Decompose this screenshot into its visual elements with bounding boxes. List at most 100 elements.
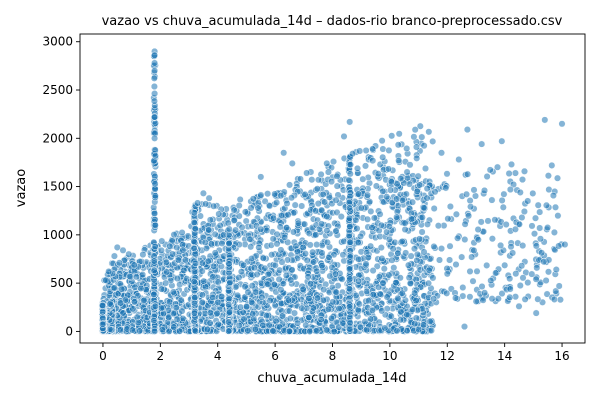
data-point — [552, 287, 560, 295]
data-point — [397, 174, 405, 183]
data-point — [390, 264, 398, 272]
data-point — [214, 320, 222, 328]
data-point — [119, 246, 127, 254]
data-point — [533, 264, 541, 272]
data-point — [515, 302, 523, 310]
data-point — [284, 211, 292, 219]
data-point — [263, 226, 271, 234]
data-point — [283, 199, 291, 207]
data-point — [487, 277, 495, 285]
data-point — [377, 244, 385, 252]
data-point — [544, 172, 552, 180]
data-point — [392, 279, 400, 287]
data-point — [345, 176, 353, 184]
data-point — [389, 245, 397, 253]
data-point — [416, 122, 424, 130]
data-point — [240, 261, 248, 269]
data-point — [198, 291, 206, 299]
data-point — [209, 293, 217, 301]
data-point — [308, 176, 316, 184]
x-tick-label: 14 — [497, 349, 512, 363]
data-point — [323, 212, 331, 221]
data-point — [518, 176, 527, 184]
data-point — [313, 294, 322, 302]
data-point — [411, 289, 419, 297]
data-point — [469, 277, 477, 285]
data-point — [369, 145, 377, 153]
y-tick-label: 3000 — [42, 35, 73, 49]
data-point — [232, 226, 240, 234]
data-point — [465, 212, 473, 220]
data-point — [151, 67, 159, 75]
chart-title: vazao vs chuva_acumulada_14d – dados-rio… — [102, 14, 563, 29]
data-point — [139, 251, 147, 259]
data-point — [411, 320, 419, 328]
data-point — [397, 308, 405, 316]
data-point — [319, 190, 327, 198]
data-point — [125, 250, 133, 258]
data-point — [437, 149, 446, 157]
data-point — [405, 274, 413, 282]
data-point — [126, 272, 134, 280]
data-point — [353, 224, 361, 233]
data-point — [330, 327, 338, 335]
data-point — [345, 204, 353, 212]
data-point — [423, 194, 431, 202]
data-point — [518, 262, 526, 270]
data-point — [206, 309, 214, 317]
data-point — [534, 295, 542, 303]
data-point — [191, 294, 199, 302]
data-point — [515, 220, 523, 228]
data-point — [134, 319, 142, 327]
data-point — [333, 172, 341, 180]
data-point — [452, 294, 460, 302]
data-point — [549, 191, 557, 200]
data-point — [225, 260, 233, 268]
x-tick-label: 6 — [271, 349, 279, 363]
data-point — [264, 190, 272, 198]
data-point — [216, 257, 224, 265]
data-point — [506, 275, 514, 283]
data-point — [181, 256, 189, 264]
data-point — [408, 198, 417, 206]
data-point — [543, 290, 551, 298]
data-point — [437, 245, 446, 253]
data-point — [346, 275, 354, 283]
data-point — [480, 186, 489, 195]
data-point — [561, 240, 569, 249]
data-point — [285, 296, 293, 304]
data-point — [345, 214, 354, 222]
data-point — [214, 298, 222, 306]
data-point — [304, 273, 312, 281]
data-point — [509, 249, 517, 257]
data-point — [349, 150, 357, 158]
data-point — [363, 191, 372, 199]
data-point — [477, 218, 485, 226]
data-point — [318, 206, 326, 214]
data-point — [158, 237, 166, 245]
data-point — [273, 240, 281, 248]
data-point — [226, 278, 234, 286]
data-point — [198, 298, 206, 306]
data-point — [269, 214, 277, 222]
data-point — [413, 154, 421, 162]
data-point — [542, 276, 550, 285]
data-point — [169, 309, 178, 317]
x-axis-ticks: 0 2 4 6 8 10 12 14 16 — [99, 343, 570, 363]
data-point — [534, 201, 542, 209]
data-point — [459, 283, 467, 292]
data-point — [190, 244, 198, 252]
data-point — [542, 201, 551, 209]
data-point — [544, 224, 552, 232]
data-point — [244, 288, 252, 296]
data-point — [204, 257, 212, 265]
data-point — [520, 207, 528, 216]
data-point — [110, 284, 118, 292]
y-tick-label: 0 — [65, 324, 73, 338]
data-point — [352, 216, 360, 224]
data-point — [249, 195, 257, 203]
data-point — [268, 251, 276, 259]
data-point — [418, 213, 426, 221]
data-point — [327, 178, 336, 186]
data-point — [215, 210, 223, 218]
